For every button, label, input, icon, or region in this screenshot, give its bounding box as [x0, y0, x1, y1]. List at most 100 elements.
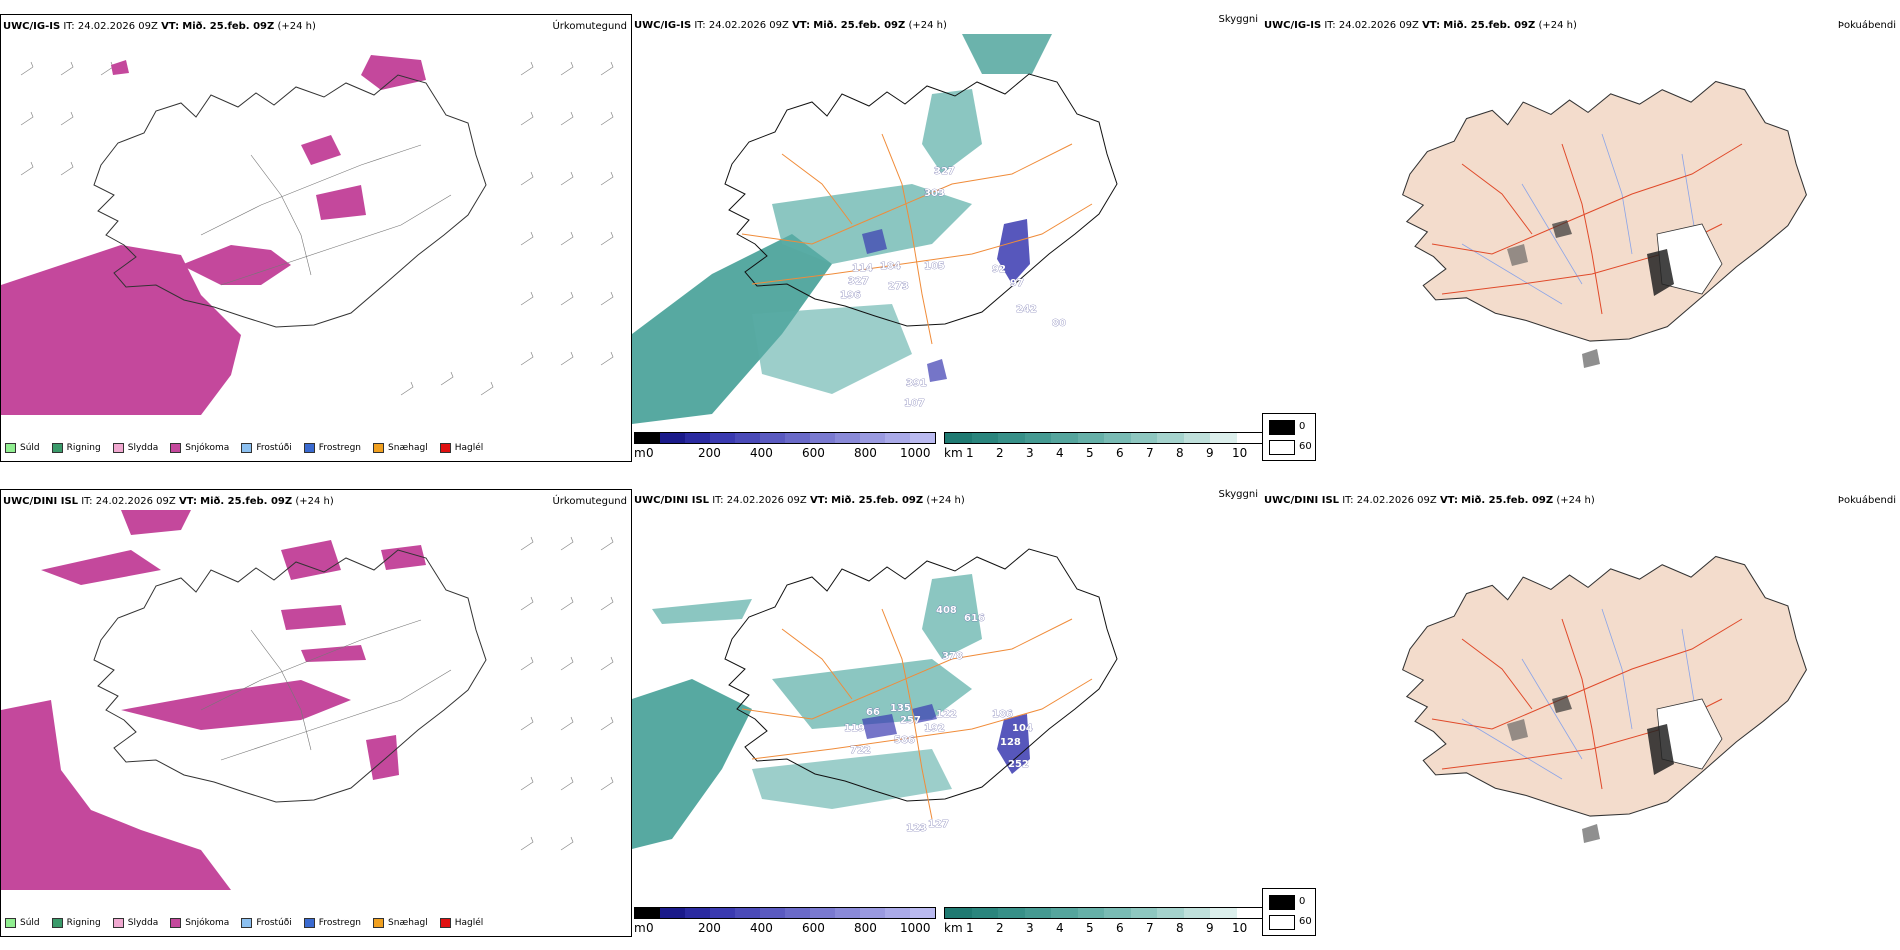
peak-label: 80	[1052, 318, 1066, 329]
rivers	[1461, 608, 1703, 780]
cloudbase-unit: m	[634, 921, 646, 935]
colorbar-tick: 9	[1206, 921, 1214, 935]
lead-time: (+24 h)	[1538, 20, 1577, 31]
precip-map	[1, 55, 614, 415]
legend-item-freezing-drizzle: Frostúði	[241, 918, 292, 928]
panel-title: Úrkomutegund	[552, 496, 627, 507]
legend-item-hail: Haglél	[439, 918, 483, 928]
lead-time: (+24 h)	[1556, 495, 1595, 506]
colorbar-tick: 200	[698, 921, 721, 935]
model-name: UWC/IG-IS	[3, 21, 61, 32]
peak-label: 252	[1008, 759, 1029, 770]
land	[1402, 555, 1807, 817]
colorbar-tick: 3	[1026, 446, 1034, 460]
valid-time: Mið. 25.feb. 09Z	[1461, 495, 1554, 506]
valid-time: Mið. 25.feb. 09Z	[831, 495, 924, 506]
colorbar-tick: 7	[1146, 921, 1154, 935]
visibility-panel: UWC/IG-IS IT: 24.02.2026 09Z VT: Mið. 25…	[632, 14, 1264, 462]
colorbar-tick: 8	[1176, 446, 1184, 460]
colorbar-tick: 5	[1086, 921, 1094, 935]
rivers	[1461, 133, 1703, 305]
peak-label: 123	[906, 823, 927, 834]
legend-item-sleet: Slydda	[112, 918, 158, 928]
fog-map	[1402, 80, 1807, 368]
precip-type-panel: UWC/DINI ISL IT: 24.02.2026 09Z VT: Mið.…	[0, 489, 632, 937]
colorbar-tick: 200	[698, 446, 721, 460]
valid-time: Mið. 25.feb. 09Z	[813, 20, 906, 31]
colorbar-tick: 600	[802, 921, 825, 935]
colorbar-tick: 9	[1206, 446, 1214, 460]
visibility-colorbar	[944, 432, 1264, 444]
model-name: UWC/DINI ISL	[634, 495, 710, 506]
fog-legend-swatch	[1269, 895, 1295, 910]
precip-map	[1, 510, 614, 890]
roads	[1431, 618, 1743, 790]
peak-label: 391	[906, 378, 927, 389]
peak-label: 135	[890, 703, 911, 714]
colorbar-tick: 400	[750, 921, 773, 935]
peak-label: 242	[1016, 304, 1037, 315]
cloudbase-colorbar	[634, 907, 936, 919]
peak-label: 114	[852, 263, 873, 274]
peak-label: 616	[964, 613, 985, 624]
cloudbase-colorbar	[634, 432, 936, 444]
panel-header: UWC/IG-IS IT: 24.02.2026 09Z VT: Mið. 25…	[1264, 20, 1577, 31]
peak-label: 97	[1010, 278, 1024, 289]
init-time: 24.02.2026 09Z	[95, 496, 176, 507]
panel-header: UWC/DINI ISL IT: 24.02.2026 09Z VT: Mið.…	[3, 496, 334, 507]
peak-labels: 408 616 378 66 135 257 122 186 104 119 1…	[844, 605, 1034, 835]
peak-label: 273	[888, 281, 909, 292]
legend-item-sleet: Slydda	[112, 443, 158, 453]
colorbar-tick: 2	[996, 446, 1004, 460]
legend-item-hail: Haglél	[439, 443, 483, 453]
panel-header: UWC/DINI ISL IT: 24.02.2026 09Z VT: Mið.…	[1264, 495, 1595, 506]
cloudbase-unit: m	[634, 446, 646, 460]
peak-label: 92	[992, 264, 1006, 275]
fog-legend: 0 60	[1262, 888, 1316, 936]
colorbar-tick: 1000	[900, 446, 931, 460]
fog-map	[1402, 555, 1807, 843]
colorbar-tick: 4	[1056, 446, 1064, 460]
lead-time: (+24 h)	[908, 20, 947, 31]
init-time: 24.02.2026 09Z	[77, 21, 158, 32]
legend-item-freezing-drizzle: Frostúði	[241, 443, 292, 453]
model-name: UWC/DINI ISL	[1264, 495, 1340, 506]
low-visibility-areas	[632, 34, 1052, 424]
colorbar-tick: 5	[1086, 446, 1094, 460]
roads	[1431, 143, 1743, 315]
fog-legend-swatch	[1269, 915, 1295, 930]
row-top: UWC/IG-IS IT: 24.02.2026 09Z VT: Mið. 25…	[0, 14, 1900, 462]
snow-areas	[1, 55, 426, 415]
colorbar-tick: 6	[1116, 921, 1124, 935]
fog-legend-swatch	[1269, 440, 1295, 455]
peak-label: 192	[924, 723, 945, 734]
visibility-unit: km	[944, 921, 963, 935]
fog-panel: UWC/IG-IS IT: 24.02.2026 09Z VT: Mið. 25…	[1262, 14, 1900, 462]
valid-time: Mið. 25.feb. 09Z	[1443, 20, 1536, 31]
roads	[741, 133, 1093, 345]
fog-legend: 0 60	[1262, 413, 1316, 461]
init-time: 24.02.2026 09Z	[1356, 495, 1437, 506]
legend-item-rain: Rigning	[51, 443, 101, 453]
colorbar-tick: 2	[996, 921, 1004, 935]
model-name: UWC/IG-IS	[1264, 20, 1322, 31]
colorbar-tick: 1000	[900, 921, 931, 935]
colorbar-tick: 600	[802, 446, 825, 460]
model-name: UWC/DINI ISL	[3, 496, 79, 507]
legend-item-freezing-rain: Frostregn	[303, 918, 361, 928]
init-time: 24.02.2026 09Z	[726, 495, 807, 506]
roads	[200, 619, 452, 761]
snow-areas	[1, 510, 426, 890]
peak-label: 257	[900, 715, 921, 726]
lead-time: (+24 h)	[926, 495, 965, 506]
peak-label: 128	[1000, 737, 1021, 748]
panel-title: Skyggni	[1218, 489, 1258, 500]
panel-title: Þokuábendi	[1837, 495, 1896, 506]
colorbar-tick: 0	[646, 921, 654, 935]
low-cloud-base-areas	[862, 219, 1030, 382]
peak-label: 107	[904, 398, 925, 409]
row-bottom: UWC/DINI ISL IT: 24.02.2026 09Z VT: Mið.…	[0, 475, 1900, 950]
colorbar-tick: 800	[854, 446, 877, 460]
init-time: 24.02.2026 09Z	[708, 20, 789, 31]
peak-label: 327	[934, 166, 955, 177]
